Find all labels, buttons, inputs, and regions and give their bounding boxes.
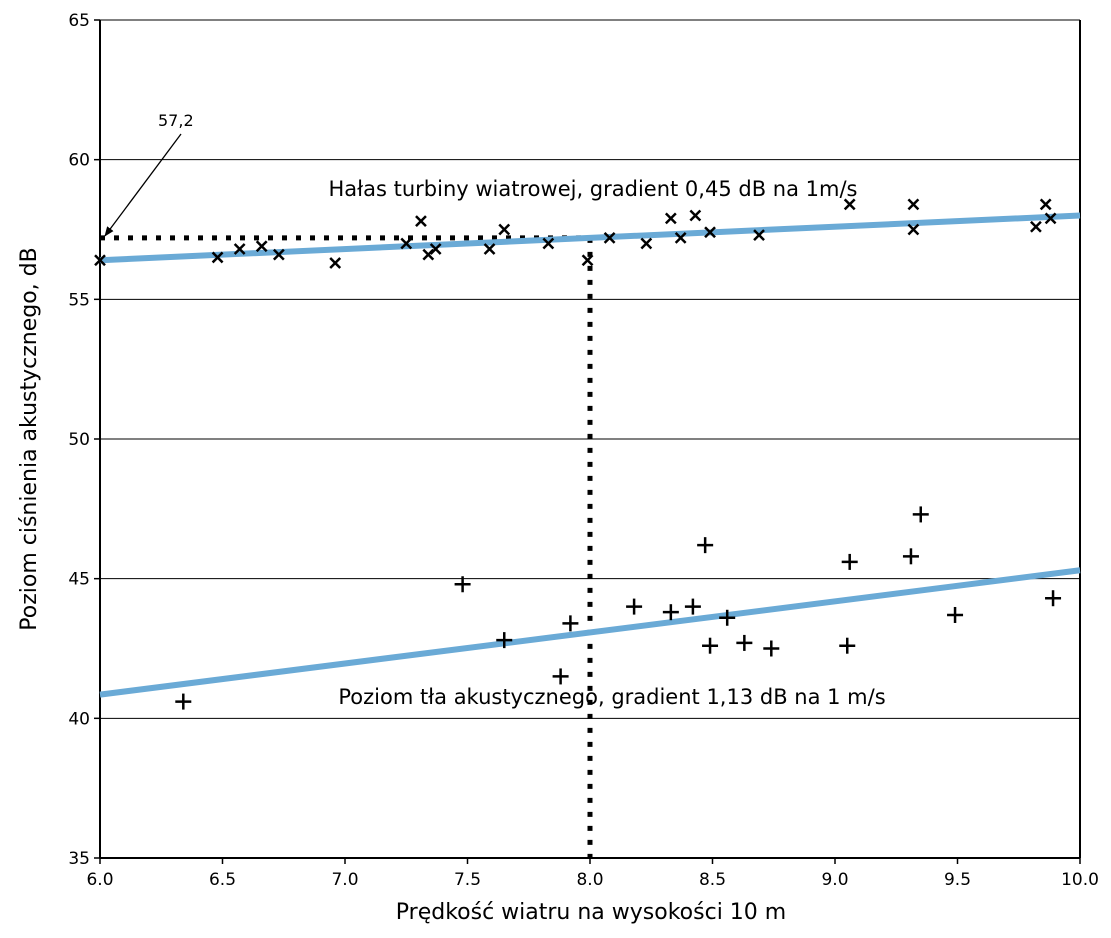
x-tick-label: 8.0: [576, 870, 603, 890]
x-marker-point: [640, 237, 653, 250]
y-tick-label: 45: [68, 570, 90, 590]
plus-marker-point: [684, 598, 701, 615]
plus-marker-point: [662, 604, 679, 621]
plus-marker-point: [697, 537, 714, 554]
plus-marker-point: [454, 576, 471, 593]
chart-labels: Prędkość wiatru na wysokości 10 m Poziom…: [17, 111, 886, 925]
x-tick-label: 7.5: [454, 870, 481, 890]
x-marker-point: [704, 226, 716, 239]
x-tick-label: 10.0: [1061, 870, 1099, 890]
trend-line-0: [99, 212, 1081, 264]
annotation-arrow: [104, 133, 182, 237]
x-marker-point: [674, 231, 687, 244]
x-marker-point: [272, 248, 285, 261]
y-tick-label: 65: [68, 11, 90, 31]
x-marker-point: [233, 243, 246, 255]
plus-marker-point: [719, 609, 736, 626]
plus-marker-point: [763, 640, 780, 657]
plus-marker-point: [626, 598, 643, 615]
plus-marker-point: [902, 548, 919, 565]
x-marker-point: [415, 215, 427, 228]
y-tick-label: 35: [68, 849, 90, 869]
x-marker-point: [581, 254, 594, 267]
x-tick-label: 9.0: [821, 870, 848, 890]
x-marker-point: [400, 237, 413, 250]
x-marker-point: [907, 198, 920, 211]
trend-lines: [99, 212, 1081, 698]
plus-marker-point: [736, 634, 753, 651]
gridlines: [100, 19, 1080, 719]
x-tick-label: 6.5: [209, 870, 236, 890]
x-marker-point: [329, 257, 342, 269]
x-marker-point: [94, 254, 106, 267]
x-marker-point: [603, 231, 616, 244]
plus-marker-point: [496, 632, 513, 649]
x-marker-point: [542, 237, 555, 250]
data-points: [94, 198, 1062, 710]
x-tick-label: 8.5: [699, 870, 726, 890]
x-tick-label: 7.0: [331, 870, 358, 890]
plus-marker-point: [702, 637, 719, 654]
x-marker-point: [255, 240, 268, 253]
axes: 35 40 45 50 55 60 65 6.0 6.5 7.0 7.5 8.0 8.5 9.0 9.5 10…: [68, 11, 1099, 890]
x-tick-label: 9.5: [944, 870, 971, 890]
y-axis-label: Poziom ciśnienia akustycznego, dB: [17, 247, 42, 630]
x-marker-point: [429, 243, 442, 255]
turbine-noise-trend-label: Hałas turbiny wiatrowej, gradient 0,45 d…: [329, 177, 858, 201]
x-marker-point: [843, 198, 856, 211]
plus-marker-point: [841, 553, 858, 570]
x-marker-point: [664, 212, 677, 225]
x-marker-point: [483, 243, 496, 255]
plus-marker-point: [839, 637, 856, 654]
plus-marker-point: [1045, 590, 1062, 607]
x-marker-point: [211, 251, 224, 264]
plus-marker-point: [912, 506, 929, 523]
x-marker-point: [1030, 220, 1042, 233]
reference-lines: [100, 133, 593, 858]
x-marker-point: [689, 209, 702, 222]
background-noise-trend-label: Poziom tła akustycznego, gradient 1,13 d…: [338, 685, 885, 709]
x-axis-label: Prędkość wiatru na wysokości 10 m: [396, 900, 786, 925]
plus-marker-point: [562, 615, 579, 632]
x-marker-point: [1044, 212, 1057, 225]
y-tick-label: 55: [68, 290, 90, 310]
x-marker-point: [753, 229, 765, 241]
y-tick-label: 60: [68, 151, 90, 171]
x-tick-label: 6.0: [86, 870, 113, 890]
x-marker-point: [1039, 198, 1052, 211]
x-marker-point: [498, 223, 511, 236]
y-tick-label: 50: [68, 430, 90, 450]
x-marker-point: [907, 223, 920, 236]
y-tick-label: 40: [68, 709, 90, 729]
trend-line-1: [99, 567, 1081, 698]
plus-marker-point: [175, 693, 192, 710]
value-57-2-annotation: 57,2: [158, 111, 194, 130]
plus-marker-point: [552, 668, 569, 685]
plus-marker-point: [947, 606, 964, 623]
